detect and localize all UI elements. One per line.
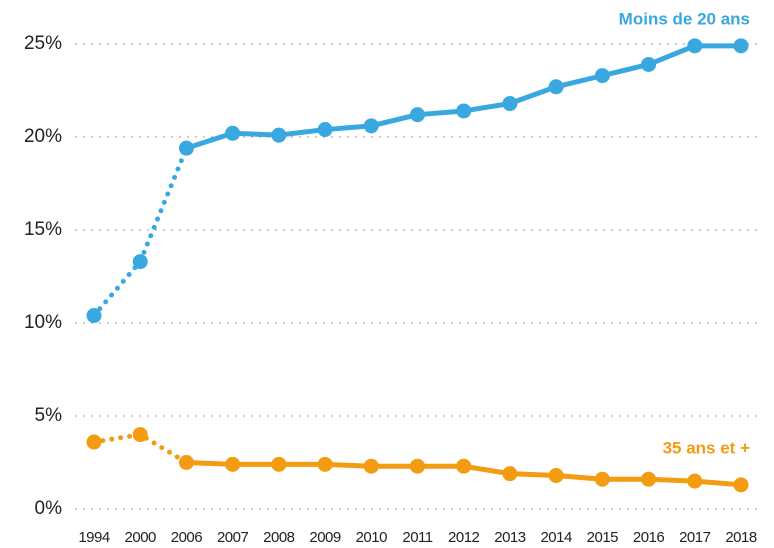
y-tick-label: 0% bbox=[35, 498, 63, 519]
point bbox=[363, 458, 379, 474]
y-tick-label: 5% bbox=[35, 405, 63, 426]
point bbox=[225, 125, 241, 141]
point bbox=[317, 122, 333, 138]
point bbox=[86, 434, 102, 450]
point bbox=[641, 471, 657, 487]
point bbox=[733, 38, 749, 54]
x-tick-label: 2007 bbox=[217, 529, 249, 546]
x-tick-label: 2018 bbox=[725, 529, 757, 546]
x-tick-label: 1994 bbox=[78, 529, 110, 546]
point bbox=[687, 38, 703, 54]
x-tick-label: 2012 bbox=[448, 529, 480, 546]
point bbox=[178, 140, 194, 156]
point bbox=[317, 456, 333, 472]
x-tick-label: 2014 bbox=[540, 529, 572, 546]
series-label: Moins de 20 ans bbox=[619, 9, 750, 28]
point bbox=[502, 466, 518, 482]
point bbox=[548, 468, 564, 484]
x-tick-label: 2011 bbox=[402, 529, 432, 546]
y-tick-label: 15% bbox=[24, 219, 62, 240]
x-tick-label: 2015 bbox=[587, 529, 619, 546]
point bbox=[733, 477, 749, 493]
point bbox=[132, 254, 148, 270]
x-tick-label: 2000 bbox=[125, 529, 157, 546]
point bbox=[594, 471, 610, 487]
point bbox=[548, 79, 564, 95]
point bbox=[594, 68, 610, 84]
y-tick-label: 10% bbox=[24, 312, 62, 333]
point bbox=[502, 96, 518, 112]
series-label: 35 ans et + bbox=[663, 438, 750, 457]
line-dotted bbox=[91, 145, 189, 319]
point bbox=[178, 455, 194, 470]
point bbox=[456, 458, 472, 474]
x-tick-label: 2010 bbox=[356, 529, 388, 546]
point bbox=[363, 118, 379, 134]
point bbox=[225, 456, 241, 472]
point bbox=[86, 308, 102, 324]
x-tick-label: 2006 bbox=[171, 529, 203, 546]
point bbox=[641, 56, 657, 72]
x-tick-label: 2013 bbox=[494, 529, 526, 546]
x-tick-label: 2009 bbox=[309, 529, 341, 546]
y-tick-label: 25% bbox=[24, 33, 62, 54]
point bbox=[687, 473, 703, 489]
line bbox=[185, 43, 741, 151]
point bbox=[410, 107, 425, 123]
point bbox=[456, 103, 472, 119]
x-tick-label: 2016 bbox=[633, 529, 665, 546]
point bbox=[410, 458, 425, 474]
point bbox=[271, 456, 287, 472]
point bbox=[271, 127, 287, 143]
point bbox=[132, 427, 148, 443]
x-tick-label: 2017 bbox=[679, 529, 711, 546]
x-tick-label: 2008 bbox=[263, 529, 295, 546]
y-tick-label: 20% bbox=[24, 126, 62, 147]
